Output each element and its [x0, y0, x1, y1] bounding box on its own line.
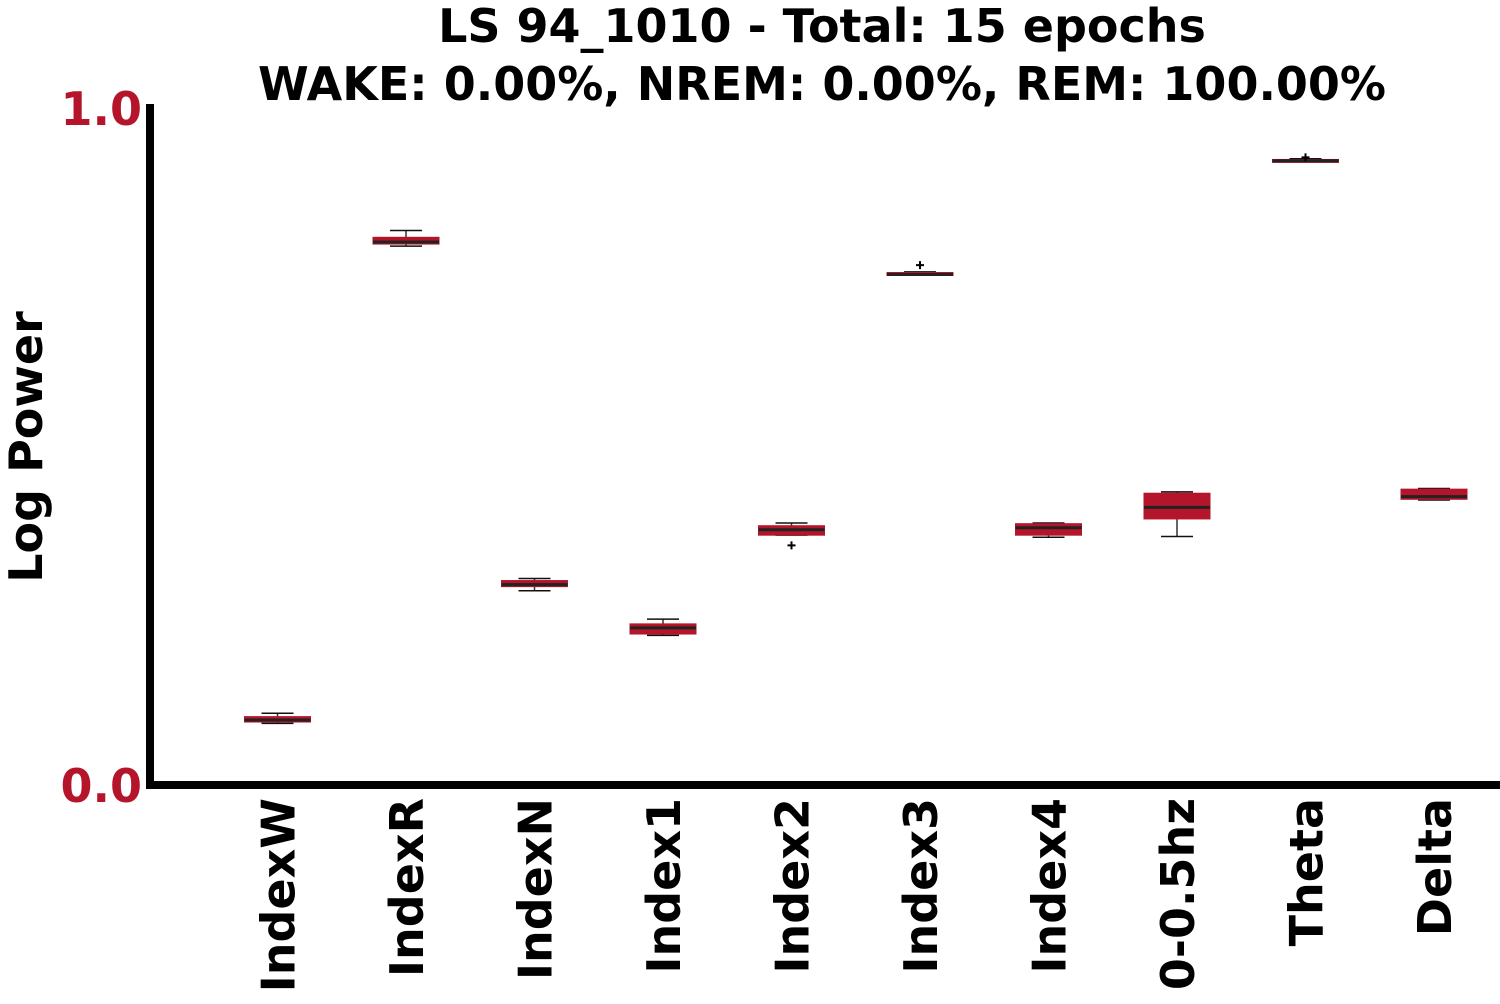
x-tick-label: Theta [1280, 798, 1334, 946]
x-tick-label: Index1 [637, 798, 691, 974]
outlier-point [787, 541, 796, 550]
x-tick-label: Delta [1408, 798, 1462, 936]
box-group [886, 261, 954, 277]
y-tick-labels: 0.0 1.0 [61, 82, 143, 813]
box-group [1015, 522, 1082, 538]
box-group [629, 618, 697, 637]
x-tick-label: Index4 [1023, 798, 1077, 974]
box-group [1400, 487, 1468, 501]
x-tick-label: Index2 [766, 798, 820, 974]
chart-title-line2: WAKE: 0.00%, NREM: 0.00%, REM: 100.00% [258, 57, 1386, 111]
outlier-point [1301, 153, 1310, 162]
y-tick-label: 0.0 [61, 759, 143, 813]
x-tick-label: IndexW [252, 798, 306, 992]
box-iqr [1400, 488, 1468, 500]
x-tick-labels: IndexW IndexR IndexN Index1 Index2 Index3 Inde… [252, 798, 1463, 992]
box-group [1143, 491, 1211, 538]
box-group [372, 229, 440, 247]
x-tick-label: Index3 [894, 798, 948, 974]
x-tick-label: IndexR [380, 798, 434, 977]
box-series [244, 153, 1468, 725]
box-group [501, 577, 568, 592]
y-tick-label: 1.0 [61, 82, 143, 136]
box-group [244, 712, 311, 725]
box-iqr [1015, 523, 1082, 536]
x-tick-label: 0-0.5hz [1151, 798, 1205, 990]
box-group [1272, 153, 1339, 163]
chart-title-line1: LS 94_1010 - Total: 15 epochs [438, 0, 1206, 53]
outlier-point [916, 261, 924, 270]
box-group [758, 522, 825, 550]
x-tick-label: IndexN [509, 798, 563, 980]
y-axis-label: Log Power [0, 311, 53, 583]
